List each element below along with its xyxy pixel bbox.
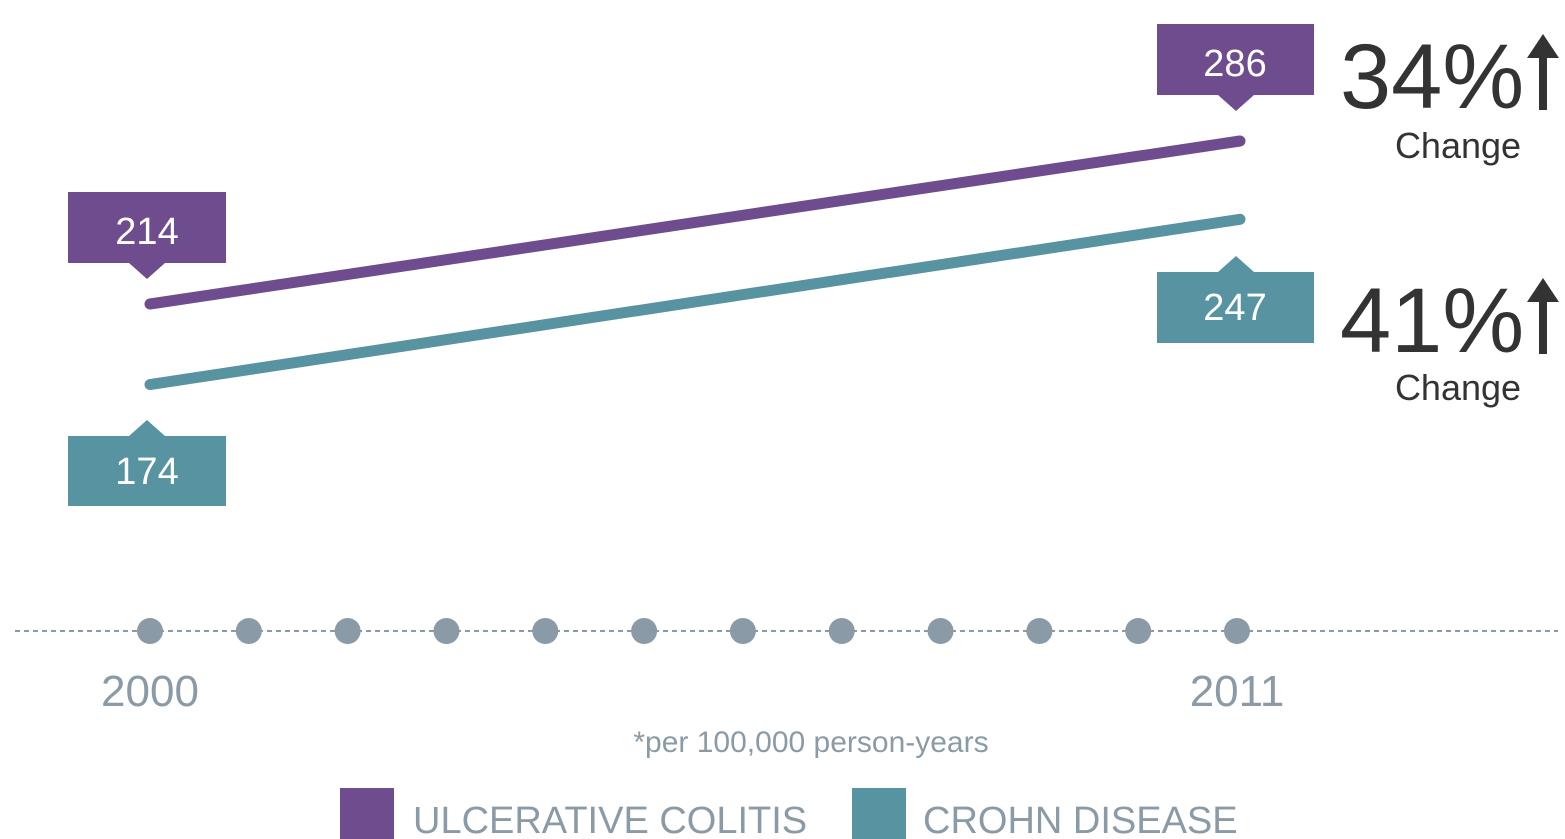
timeline-dot-2007	[828, 618, 855, 644]
uc-start-callout	[68, 192, 226, 279]
cd-end-callout	[1157, 256, 1314, 343]
uc-end-callout	[1157, 24, 1314, 111]
timeline-dot-2004	[532, 618, 559, 644]
legend-swatch-crohn-disease	[852, 788, 906, 839]
footnote: *per 100,000 person-years	[633, 726, 988, 759]
timeline-dot-2006	[729, 618, 756, 644]
cd-up-arrow-icon	[1527, 278, 1559, 354]
timeline-dot-2008	[927, 618, 954, 644]
legend-swatch-ulcerative-colitis	[340, 788, 394, 839]
crohn-disease-line	[144, 213, 1246, 391]
ulcerative-colitis-line	[144, 135, 1246, 310]
cd-start-value: 174	[115, 451, 178, 493]
timeline-dot-2003	[433, 618, 460, 644]
cd-start-callout	[68, 420, 226, 506]
legend-label-ulcerative-colitis: ULCERATIVE COLITIS	[413, 800, 807, 839]
timeline-dot-2002	[334, 618, 361, 644]
timeline-dot-2005	[631, 618, 658, 644]
uc-change-percent: 34%	[1340, 26, 1524, 128]
cd-change-label: Change	[1395, 367, 1521, 408]
timeline-dot-2010	[1125, 618, 1152, 644]
timeline-dot-2011	[1224, 618, 1250, 644]
legend-label-crohn-disease: CROHN DISEASE	[923, 800, 1238, 839]
uc-start-value: 214	[115, 211, 178, 253]
timeline-dot-2000	[137, 618, 163, 644]
tick-label-2011: 2011	[1190, 667, 1285, 716]
tick-label-2000: 2000	[101, 667, 199, 716]
uc-change-label: Change	[1395, 125, 1521, 166]
cd-end-value: 247	[1203, 287, 1266, 329]
uc-end-value: 286	[1203, 43, 1266, 85]
timeline-dot-2009	[1026, 618, 1053, 644]
timeline-dot-2001	[235, 618, 262, 644]
cd-change-percent: 41%	[1340, 270, 1524, 372]
uc-up-arrow-icon	[1527, 34, 1559, 110]
